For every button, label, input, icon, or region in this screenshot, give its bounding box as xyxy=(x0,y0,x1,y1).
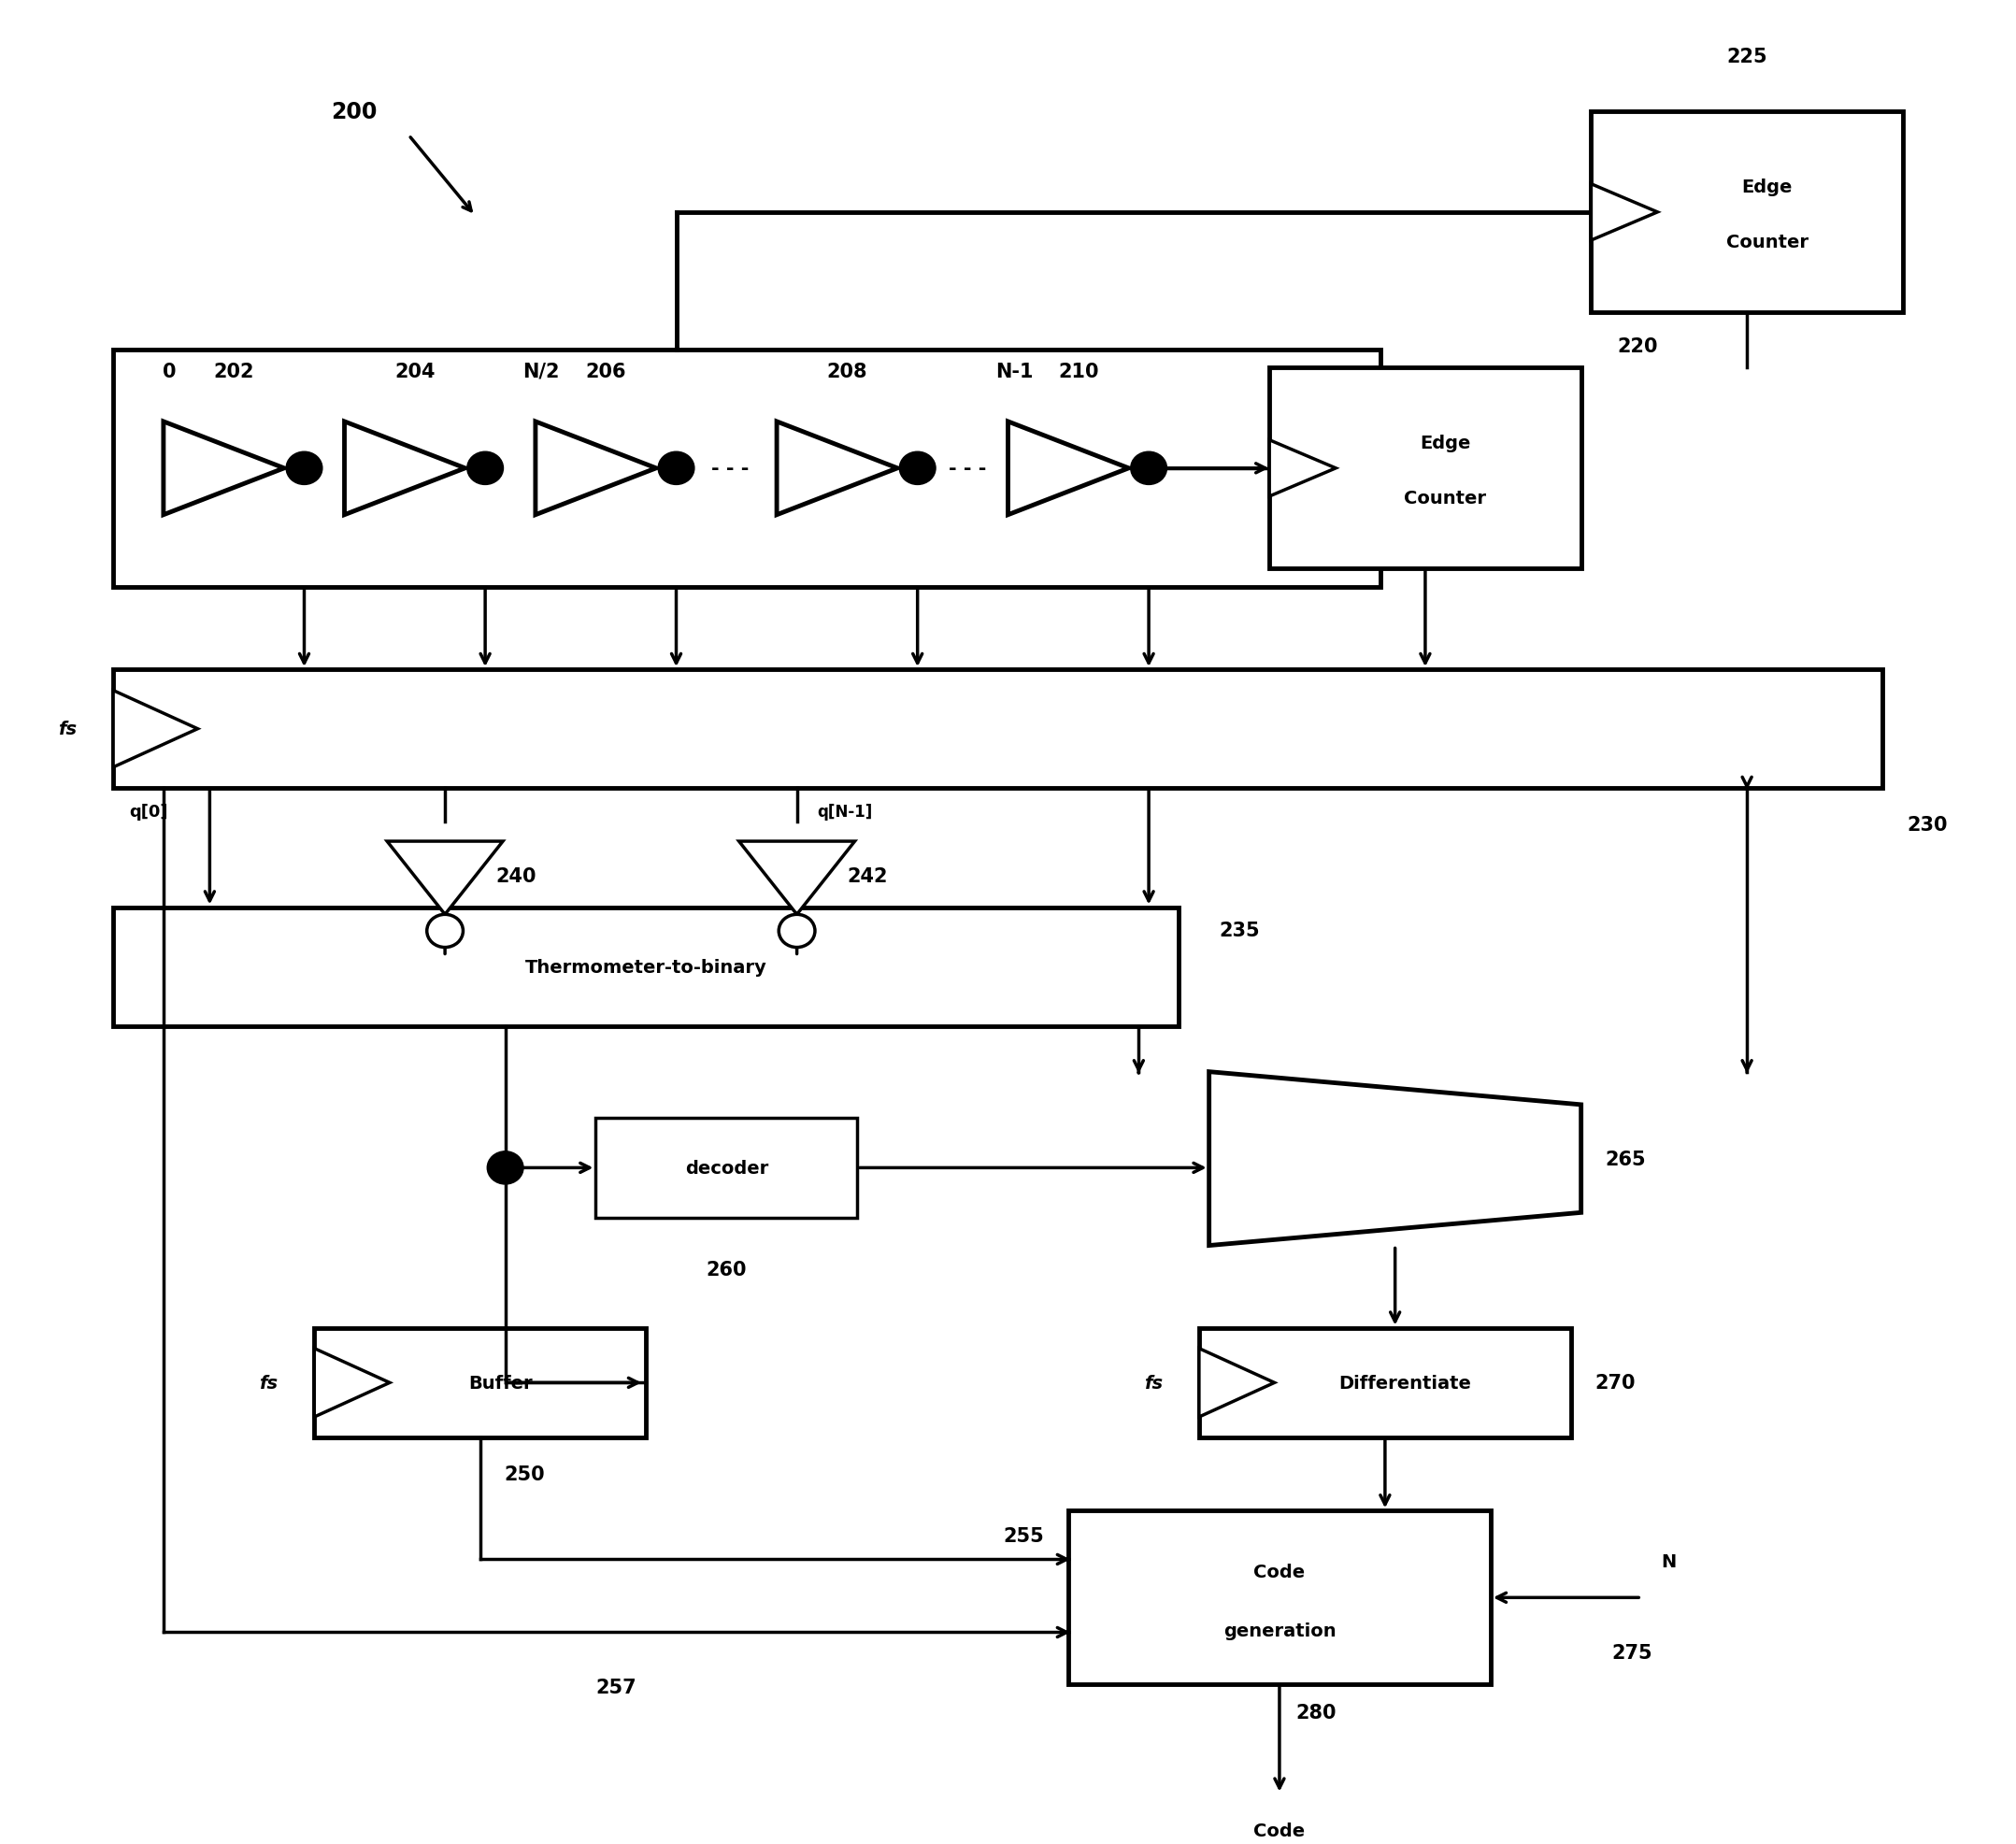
Text: Edge: Edge xyxy=(1742,179,1792,195)
Circle shape xyxy=(468,452,504,485)
Text: q[N-1]: q[N-1] xyxy=(816,804,873,821)
Polygon shape xyxy=(387,841,502,915)
FancyBboxPatch shape xyxy=(1068,1510,1490,1685)
Circle shape xyxy=(778,915,814,948)
Text: 225: 225 xyxy=(1726,48,1768,66)
Text: 260: 260 xyxy=(706,1259,746,1280)
Polygon shape xyxy=(1270,441,1337,496)
Text: fs: fs xyxy=(260,1374,278,1392)
Text: 240: 240 xyxy=(496,867,536,885)
Text: 208: 208 xyxy=(827,361,867,382)
Polygon shape xyxy=(113,692,198,767)
Text: 230: 230 xyxy=(1907,815,1947,835)
Polygon shape xyxy=(536,422,655,514)
Text: 200: 200 xyxy=(331,101,377,124)
Text: Code: Code xyxy=(1254,1564,1304,1580)
Text: 204: 204 xyxy=(395,361,435,382)
Circle shape xyxy=(286,452,323,485)
Circle shape xyxy=(899,452,935,485)
Text: 255: 255 xyxy=(1004,1527,1044,1545)
Text: decoder: decoder xyxy=(685,1160,768,1176)
Text: Counter: Counter xyxy=(1405,489,1486,507)
Polygon shape xyxy=(345,422,466,514)
Polygon shape xyxy=(314,1348,389,1418)
Polygon shape xyxy=(1210,1071,1581,1247)
Text: 242: 242 xyxy=(847,867,887,885)
Text: Thermometer-to-binary: Thermometer-to-binary xyxy=(524,959,766,975)
Text: generation: generation xyxy=(1224,1621,1337,1639)
Circle shape xyxy=(488,1152,524,1184)
Text: 275: 275 xyxy=(1611,1643,1651,1661)
Text: 235: 235 xyxy=(1220,920,1260,940)
Text: 206: 206 xyxy=(585,361,627,382)
Circle shape xyxy=(427,915,464,948)
FancyBboxPatch shape xyxy=(1270,369,1581,570)
Polygon shape xyxy=(1200,1348,1274,1418)
Polygon shape xyxy=(163,422,284,514)
Text: 280: 280 xyxy=(1296,1702,1337,1720)
Text: fs: fs xyxy=(58,721,77,738)
FancyBboxPatch shape xyxy=(597,1117,857,1219)
Text: N/2: N/2 xyxy=(522,361,560,382)
Circle shape xyxy=(1131,452,1167,485)
Text: Buffer: Buffer xyxy=(468,1374,532,1392)
Text: 265: 265 xyxy=(1605,1149,1645,1169)
Text: q[0]: q[0] xyxy=(129,804,167,821)
FancyBboxPatch shape xyxy=(1591,112,1903,313)
FancyBboxPatch shape xyxy=(113,669,1883,789)
Text: Edge: Edge xyxy=(1419,435,1472,452)
FancyBboxPatch shape xyxy=(113,907,1179,1027)
Text: 250: 250 xyxy=(504,1464,544,1484)
Text: Counter: Counter xyxy=(1726,232,1808,251)
Circle shape xyxy=(657,452,694,485)
Text: 202: 202 xyxy=(214,361,254,382)
Text: - - -: - - - xyxy=(950,459,986,478)
Text: fs: fs xyxy=(1143,1374,1163,1392)
FancyBboxPatch shape xyxy=(113,350,1381,588)
Text: 210: 210 xyxy=(1058,361,1099,382)
Polygon shape xyxy=(1591,184,1657,242)
FancyBboxPatch shape xyxy=(1200,1328,1570,1438)
Text: 0: 0 xyxy=(163,361,175,382)
Text: - - -: - - - xyxy=(712,459,750,478)
Text: Differentiate: Differentiate xyxy=(1339,1374,1472,1392)
Polygon shape xyxy=(740,841,855,915)
Text: Code: Code xyxy=(1254,1822,1304,1838)
Text: N: N xyxy=(1661,1553,1677,1569)
Text: 270: 270 xyxy=(1595,1374,1635,1392)
Text: 220: 220 xyxy=(1617,337,1657,356)
Polygon shape xyxy=(776,422,897,514)
FancyBboxPatch shape xyxy=(314,1328,645,1438)
Text: 257: 257 xyxy=(595,1678,637,1696)
Text: N-1: N-1 xyxy=(996,361,1032,382)
Polygon shape xyxy=(1008,422,1129,514)
